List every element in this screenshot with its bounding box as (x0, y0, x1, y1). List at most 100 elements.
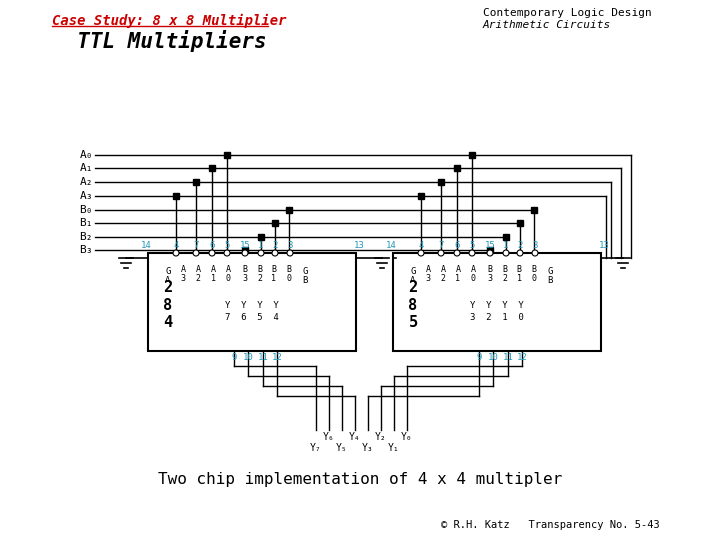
Text: A: A (181, 265, 186, 274)
Text: A: A (470, 265, 475, 274)
Text: A: A (456, 265, 461, 274)
Text: 1: 1 (210, 274, 215, 283)
Text: 13: 13 (598, 241, 609, 250)
Text: Y₂: Y₂ (375, 432, 387, 442)
Text: B: B (302, 276, 307, 285)
Text: G: G (547, 267, 553, 276)
Text: © R.H. Katz   Transparency No. 5-43: © R.H. Katz Transparency No. 5-43 (441, 520, 660, 530)
Circle shape (532, 250, 538, 256)
Text: 15: 15 (240, 241, 251, 250)
Text: 2: 2 (272, 241, 278, 250)
Text: B: B (271, 265, 276, 274)
Text: B: B (258, 265, 263, 274)
Text: Y₅: Y₅ (336, 443, 348, 453)
Text: 2
8
4: 2 8 4 (163, 280, 173, 330)
Text: Y₃: Y₃ (362, 443, 374, 453)
Text: 2: 2 (517, 241, 523, 250)
Text: 1: 1 (258, 241, 264, 250)
Text: 10: 10 (487, 353, 498, 362)
Text: 2: 2 (503, 274, 508, 283)
Text: 0: 0 (470, 274, 475, 283)
Text: TTL Multipliers: TTL Multipliers (52, 30, 266, 52)
Text: 7: 7 (438, 241, 444, 250)
Text: 5: 5 (225, 241, 230, 250)
Text: A: A (210, 265, 215, 274)
Circle shape (469, 250, 475, 256)
Text: Y₄: Y₄ (349, 432, 361, 442)
Text: 12: 12 (271, 353, 282, 362)
Text: A: A (225, 265, 230, 274)
Circle shape (503, 250, 509, 256)
Text: 1: 1 (516, 274, 521, 283)
Circle shape (272, 250, 278, 256)
Text: B₀: B₀ (79, 205, 93, 215)
Text: Y  Y  Y  Y: Y Y Y Y (225, 301, 279, 310)
Circle shape (438, 250, 444, 256)
Text: A₀: A₀ (79, 150, 93, 160)
Text: 13: 13 (354, 241, 364, 250)
Text: 1: 1 (503, 241, 509, 250)
Text: 14: 14 (386, 241, 397, 250)
Text: B₂: B₂ (79, 232, 93, 242)
Text: B₁: B₁ (79, 218, 93, 228)
Circle shape (487, 250, 493, 256)
Text: B: B (547, 276, 553, 285)
Text: 2: 2 (441, 274, 446, 283)
Text: 3: 3 (243, 274, 248, 283)
Text: Y₆: Y₆ (323, 432, 335, 442)
Text: 10: 10 (243, 353, 253, 362)
Text: B₃: B₃ (79, 245, 93, 255)
Text: 6: 6 (210, 241, 215, 250)
Text: Y₀: Y₀ (401, 432, 413, 442)
Text: B: B (287, 265, 292, 274)
Circle shape (418, 250, 424, 256)
Circle shape (173, 250, 179, 256)
Text: A: A (410, 276, 415, 285)
Text: 4: 4 (174, 241, 179, 250)
Text: A: A (441, 265, 446, 274)
Text: Case Study: 8 x 8 Multiplier: Case Study: 8 x 8 Multiplier (52, 14, 287, 28)
Text: A₁: A₁ (79, 163, 93, 173)
Text: 0: 0 (287, 274, 292, 283)
Circle shape (287, 250, 293, 256)
Text: 2
8
5: 2 8 5 (408, 280, 418, 330)
Text: 3: 3 (287, 241, 293, 250)
Text: B: B (531, 265, 536, 274)
Bar (393, 253, 601, 351)
Text: 1: 1 (271, 274, 276, 283)
Text: B: B (503, 265, 508, 274)
Text: Contemporary Logic Design: Contemporary Logic Design (483, 8, 652, 18)
Circle shape (454, 250, 460, 256)
Text: 3: 3 (487, 274, 492, 283)
Text: 6: 6 (454, 241, 459, 250)
Text: 7  6  5  4: 7 6 5 4 (225, 313, 279, 322)
Text: 4: 4 (418, 241, 423, 250)
Circle shape (258, 250, 264, 256)
Circle shape (209, 250, 215, 256)
Text: B: B (516, 265, 521, 274)
Circle shape (224, 250, 230, 256)
Text: G: G (410, 267, 415, 276)
Text: 3: 3 (426, 274, 431, 283)
Text: G: G (166, 267, 171, 276)
Text: Y₇: Y₇ (310, 443, 322, 453)
Text: 9: 9 (231, 353, 237, 362)
Text: 5: 5 (469, 241, 474, 250)
Text: 7: 7 (193, 241, 199, 250)
Circle shape (517, 250, 523, 256)
Text: Y  Y  Y  Y: Y Y Y Y (470, 301, 524, 310)
Circle shape (193, 250, 199, 256)
Text: A₂: A₂ (79, 177, 93, 187)
Text: 3  2  1  0: 3 2 1 0 (470, 313, 524, 322)
Text: 2: 2 (258, 274, 263, 283)
Text: 12: 12 (517, 353, 527, 362)
Text: B: B (487, 265, 492, 274)
Text: 11: 11 (503, 353, 513, 362)
Text: 3: 3 (181, 274, 186, 283)
Text: A: A (196, 265, 200, 274)
Bar (148, 253, 356, 351)
Text: 15: 15 (485, 241, 495, 250)
Text: Arithmetic Circuits: Arithmetic Circuits (483, 20, 611, 30)
Text: Two chip implementation of 4 x 4 multipler: Two chip implementation of 4 x 4 multipl… (158, 472, 562, 487)
Text: A: A (166, 276, 171, 285)
